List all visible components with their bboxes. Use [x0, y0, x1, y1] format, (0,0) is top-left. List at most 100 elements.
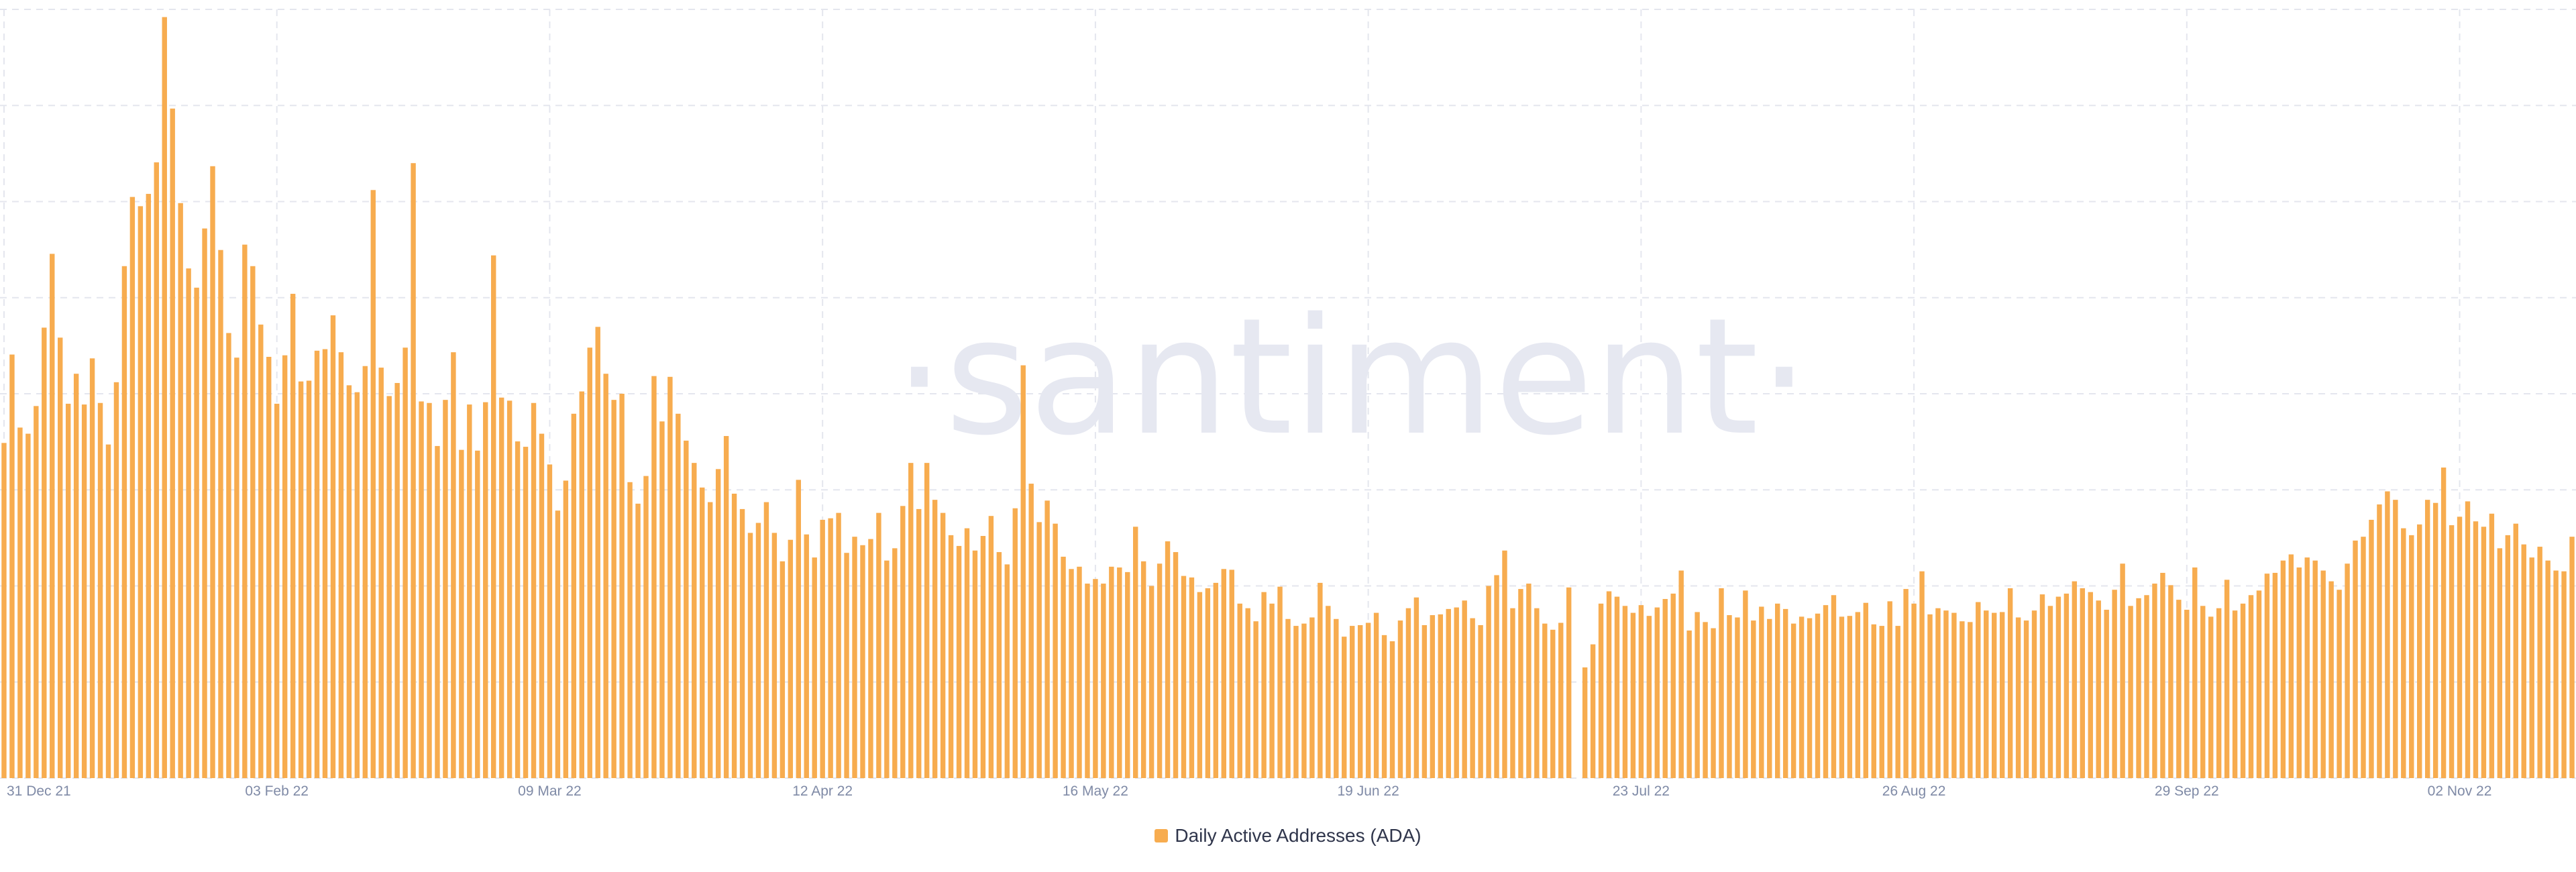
bar [394, 382, 400, 778]
bar [2529, 557, 2534, 778]
bar [1751, 620, 1756, 778]
bar [419, 401, 424, 778]
bar [1165, 541, 1171, 778]
bar [290, 294, 296, 778]
bar [1486, 586, 1491, 778]
bar [1261, 592, 1267, 778]
bar [2023, 620, 2029, 778]
bar [1140, 561, 1146, 778]
bar [2393, 500, 2398, 778]
bar [50, 254, 55, 778]
bar [2296, 567, 2302, 778]
bar [411, 163, 416, 778]
bar [194, 287, 199, 779]
bar [1630, 612, 1636, 778]
x-tick-label: 16 May 22 [1063, 783, 1128, 799]
bar [1446, 608, 1451, 778]
bar [1381, 635, 1387, 778]
bar [1454, 607, 1459, 778]
legend-label: Daily Active Addresses (ADA) [1175, 825, 1421, 846]
bar [924, 463, 930, 778]
bar [1782, 608, 1788, 778]
bar [1646, 616, 1652, 778]
bar [282, 355, 288, 778]
bar [2144, 595, 2149, 778]
bar [1743, 590, 1748, 778]
bar [876, 512, 881, 778]
bar [868, 539, 873, 778]
bar [1558, 622, 1564, 778]
bar [2521, 544, 2526, 778]
bar [1397, 620, 1403, 778]
bar [1911, 603, 1917, 778]
bar [531, 402, 537, 778]
bar [1213, 582, 1219, 778]
bar [1301, 623, 1307, 778]
bar [1855, 612, 1861, 778]
bar [362, 366, 368, 778]
bar [1077, 566, 1082, 778]
bar [1285, 618, 1291, 778]
bar [475, 450, 480, 778]
bar [42, 327, 47, 778]
bar [1871, 624, 1876, 778]
bar [2063, 593, 2070, 778]
bar [1101, 584, 1106, 778]
bar [1518, 589, 1523, 778]
bar [900, 506, 906, 778]
bar [1205, 588, 1211, 778]
bar [747, 533, 753, 778]
bar [1703, 622, 1708, 778]
bar [1695, 612, 1700, 778]
bar [459, 449, 464, 778]
bar [2160, 573, 2165, 778]
bar [138, 206, 144, 778]
bar [121, 266, 127, 778]
bar [298, 381, 304, 778]
bar [451, 352, 456, 778]
bar [804, 534, 809, 778]
bar [2192, 567, 2198, 778]
bar [1767, 618, 1772, 778]
bar [346, 385, 352, 778]
bar [1526, 584, 1532, 778]
bar [1943, 610, 1949, 778]
bar [627, 482, 633, 778]
bar [1117, 567, 1122, 778]
bar [1735, 617, 1740, 778]
bar [113, 382, 119, 778]
bar [2080, 588, 2086, 778]
bar [1413, 597, 1419, 778]
bar [1245, 608, 1250, 778]
bar [2152, 584, 2157, 778]
bar [2553, 570, 2559, 778]
bar [2473, 521, 2479, 778]
bar [2072, 581, 2078, 778]
bar [2561, 571, 2567, 778]
bar [17, 427, 23, 778]
bar [603, 374, 608, 778]
bar [860, 545, 865, 778]
bar [2320, 570, 2326, 778]
bar [2369, 519, 2374, 778]
bar [2112, 590, 2117, 778]
bar [651, 376, 657, 778]
bar [2240, 603, 2246, 778]
bar [266, 356, 272, 778]
bar [1421, 624, 1428, 778]
bar [1542, 623, 1548, 778]
bar [1686, 630, 1692, 778]
bar [2224, 580, 2230, 778]
bar [2264, 574, 2270, 778]
bar [1494, 575, 1499, 778]
bar [1815, 613, 1821, 778]
bar [1598, 603, 1604, 778]
bar [2128, 606, 2133, 778]
bar [1984, 610, 1989, 778]
bar [1711, 628, 1716, 778]
bar [1334, 618, 1339, 778]
bar [2409, 535, 2414, 778]
bar [739, 508, 745, 778]
bar [956, 545, 962, 778]
